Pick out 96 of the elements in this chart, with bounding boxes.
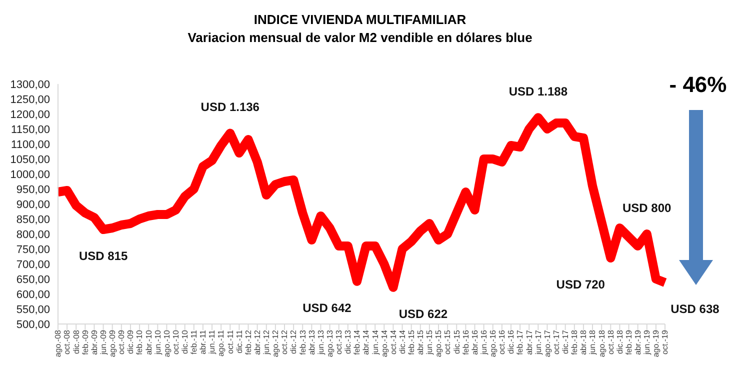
x-tick-label: abr.-14 xyxy=(362,329,371,355)
x-tick-label: jun.-10 xyxy=(153,329,162,356)
annotation: USD 815 xyxy=(78,249,128,264)
x-tick-label: dic.-09 xyxy=(126,329,136,354)
x-tick-label: ago.-16 xyxy=(488,329,498,358)
text: - 46% xyxy=(668,72,728,98)
x-tick-label: dic.-13 xyxy=(344,329,353,354)
x-tick-label: feb.-13 xyxy=(298,329,308,355)
y-tick-label: 1250,00 xyxy=(10,94,50,106)
y-tick-label: 550,00 xyxy=(16,304,50,316)
x-tick-label: abr.-16 xyxy=(470,329,480,355)
x-tick-label: jun.-12 xyxy=(262,329,272,356)
x-tick-label: feb.-19 xyxy=(624,329,634,355)
chart-subtitle: Variacion mensual de valor M2 vendible en dólares blue xyxy=(186,30,534,45)
x-tick-label: feb.-10 xyxy=(135,329,144,355)
annotation: USD 1.136 xyxy=(200,100,260,114)
x-tick-label: dic.-15 xyxy=(452,329,462,354)
x-tick-label: feb.-09 xyxy=(80,329,90,355)
x-tick-label: oct.-17 xyxy=(552,329,561,354)
x-tick-label: dic.-12 xyxy=(289,329,298,354)
x-tick-label: feb.-16 xyxy=(461,329,470,355)
y-tick-label: 1200,00 xyxy=(10,108,50,121)
x-tick-label: ago.-14 xyxy=(380,329,389,358)
annotation: USD 642 xyxy=(302,300,352,315)
x-tick-label: oct.-16 xyxy=(498,329,507,354)
x-tick-label: abr.-13 xyxy=(307,329,316,355)
x-tick-label: dic.-11 xyxy=(234,329,244,354)
y-tick-label: 800,00 xyxy=(16,228,50,241)
y-tick-label: 650,00 xyxy=(16,274,50,286)
x-tick-label: dic.-08 xyxy=(72,329,81,354)
x-tick-label: ago.-11 xyxy=(216,329,226,357)
x-tick-label: oct.-11 xyxy=(226,329,235,354)
x-tick-label: ago.-15 xyxy=(434,329,444,358)
annotation: USD 800 xyxy=(622,201,672,215)
x-tick-label: abr.-09 xyxy=(90,329,99,355)
x-tick-label: abr.-12 xyxy=(252,329,262,355)
y-tick-label: 850,00 xyxy=(16,214,50,226)
x-tick-label: oct.-08 xyxy=(62,329,72,354)
x-tick-label: dic.-18 xyxy=(615,329,624,354)
x-tick-label: dic.-10 xyxy=(180,329,190,354)
x-tick-label: ago.-10 xyxy=(162,329,172,358)
y-tick-label: 750,00 xyxy=(16,244,50,256)
x-tick-label: feb.-11 xyxy=(190,329,199,354)
x-tick-label: feb.-12 xyxy=(244,329,253,355)
y-tick-label: 1100,00 xyxy=(11,138,50,151)
x-tick-label: ago.-08 xyxy=(54,329,63,358)
x-tick-label: abr.-10 xyxy=(144,329,154,355)
x-tick-label: oct.-12 xyxy=(280,329,290,354)
x-tick-label: dic.-14 xyxy=(398,329,407,354)
x-tick-label: abr.-18 xyxy=(579,329,588,355)
y-tick-label: 500,00 xyxy=(16,318,50,331)
x-tick-label: jun.-15 xyxy=(425,329,434,356)
y-tick-label: 900,00 xyxy=(16,198,50,211)
x-tick-label: ago.-09 xyxy=(108,329,118,358)
annotation: USD 622 xyxy=(398,306,448,321)
x-tick-label: abr.-11 xyxy=(198,329,208,354)
x-tick-label: oct.-10 xyxy=(171,329,180,354)
x-tick-label: ago.-18 xyxy=(597,329,606,358)
x-tick-label: oct.-19 xyxy=(660,329,670,354)
x-tick-label: abr.-15 xyxy=(416,329,426,355)
y-tick-label: 600,00 xyxy=(16,288,50,301)
x-tick-label: jun.-17 xyxy=(534,329,543,356)
x-tick-label: jun.-19 xyxy=(642,329,652,356)
x-tick-label: oct.-09 xyxy=(117,329,126,354)
x-tick-label: oct.-18 xyxy=(606,329,616,354)
x-tick-label: dic.-16 xyxy=(506,329,516,354)
x-tick-label: ago.-19 xyxy=(652,329,661,358)
x-tick-label: oct.-13 xyxy=(334,329,344,354)
x-tick-label: ago.-12 xyxy=(271,329,280,358)
x-tick-label: jun.-14 xyxy=(370,329,380,356)
x-tick-label: feb.-15 xyxy=(407,329,416,355)
y-tick-label: 700,00 xyxy=(16,258,50,271)
annotation: USD 1.188 xyxy=(508,84,568,99)
x-tick-label: jun.-18 xyxy=(588,329,598,356)
y-tick-label: 950,00 xyxy=(16,184,50,196)
y-tick-label: 1150,00 xyxy=(11,124,50,136)
y-tick-label: 1000,00 xyxy=(10,168,50,181)
x-tick-label: jun.-13 xyxy=(316,329,326,356)
x-tick-label: ago.-17 xyxy=(542,329,552,358)
x-tick-label: abr.-17 xyxy=(524,329,534,355)
x-tick-label: feb.-18 xyxy=(570,329,580,355)
x-tick-label: jun.-09 xyxy=(98,329,108,356)
x-tick-label: feb.-17 xyxy=(516,329,525,355)
annotation: USD 638 xyxy=(670,302,720,316)
annotation: USD 720 xyxy=(556,278,606,292)
x-tick-label: abr.-19 xyxy=(634,329,642,355)
x-tick-label: oct.-15 xyxy=(443,329,452,354)
x-tick-label: dic.-17 xyxy=(561,329,570,354)
x-tick-label: feb.-14 xyxy=(352,329,362,355)
x-tick-label: jun.-16 xyxy=(479,329,488,356)
x-tick-label: ago.-13 xyxy=(325,329,334,358)
y-tick-label: 1300,00 xyxy=(10,78,50,91)
x-tick-label: oct.-14 xyxy=(388,329,398,354)
chart-title: INDICE VIVIENDA MULTIFAMILIAR xyxy=(252,12,468,27)
y-tick-label: 1050,00 xyxy=(10,154,50,166)
x-tick-label: jun.-11 xyxy=(208,329,217,355)
